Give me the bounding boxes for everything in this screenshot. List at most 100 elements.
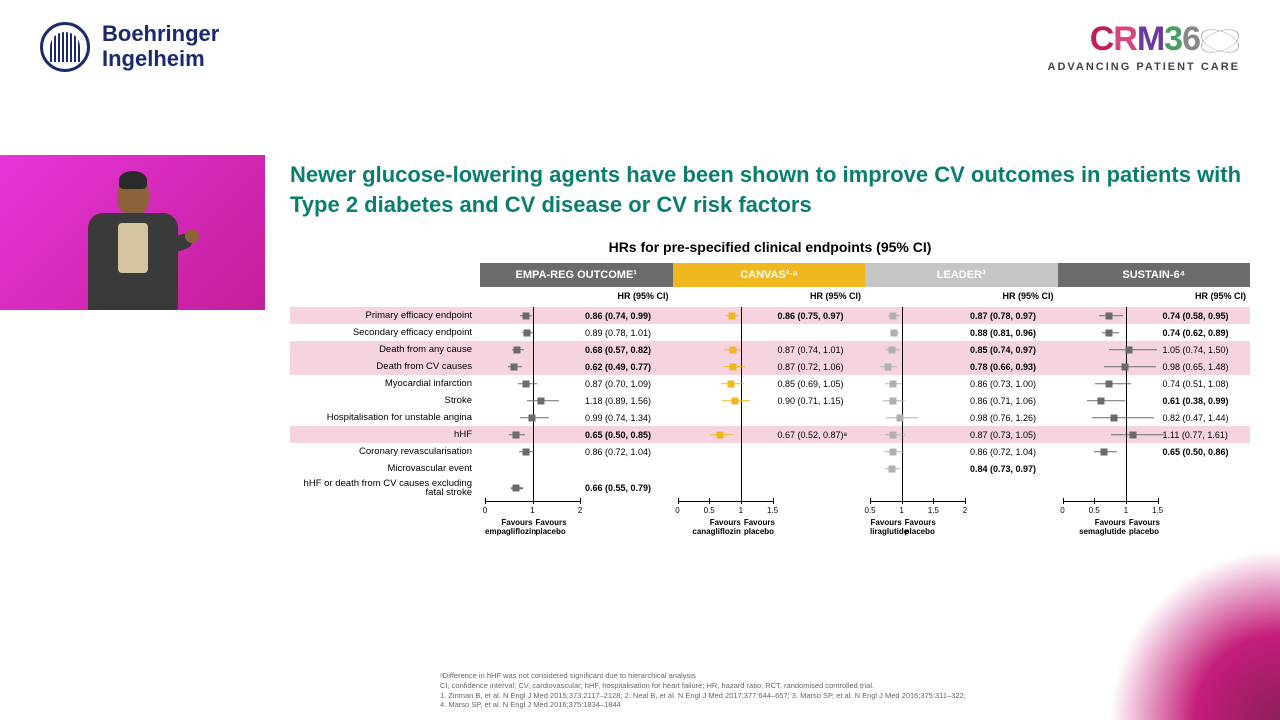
forest-row: 1.05 (0.74, 1.50): [1058, 341, 1251, 358]
forest-row: 0.89 (0.78, 1.01): [480, 324, 673, 341]
row-label: Death from CV causes: [290, 358, 480, 375]
forest-row: [673, 460, 866, 477]
hr-value: 0.67 (0.52, 0.87)ᵃ: [778, 430, 864, 440]
forest-row: [673, 477, 866, 499]
forest-row: [673, 409, 866, 426]
row-label: hHF or death from CV causes excluding fa…: [290, 477, 480, 499]
logo-icon: [40, 22, 90, 72]
header: Boehringer Ingelheim CRM36 ADVANCING PAT…: [0, 0, 1280, 83]
forest-row: 0.87 (0.78, 0.97): [865, 307, 1058, 324]
hr-column-label: HR (95% CI): [673, 291, 866, 307]
hr-value: 0.99 (0.74, 1.34): [585, 413, 671, 423]
hr-value: 1.05 (0.74, 1.50): [1163, 345, 1249, 355]
forest-plot: Primary efficacy endpointSecondary effic…: [290, 263, 1250, 551]
hr-column-label: HR (95% CI): [865, 291, 1058, 307]
row-label: Secondary efficacy endpoint: [290, 324, 480, 341]
trial-header: CANVAS²·ᵃ: [673, 263, 866, 287]
hr-value: 0.86 (0.71, 1.06): [970, 396, 1056, 406]
forest-row: 0.90 (0.71, 1.15): [673, 392, 866, 409]
hr-value: 0.86 (0.74, 0.99): [585, 311, 671, 321]
hr-value: 0.85 (0.74, 0.97): [970, 345, 1056, 355]
hr-value: 0.65 (0.50, 0.85): [585, 430, 671, 440]
trial-header: SUSTAIN-6⁴: [1058, 263, 1251, 287]
forest-row: 0.87 (0.73, 1.05): [865, 426, 1058, 443]
hr-value: 0.74 (0.58, 0.95): [1163, 311, 1249, 321]
forest-row: 0.98 (0.76, 1.26): [865, 409, 1058, 426]
hr-value: 0.84 (0.73, 0.97): [970, 464, 1056, 474]
forest-row: 0.78 (0.66, 0.93): [865, 358, 1058, 375]
hr-value: 0.74 (0.62, 0.89): [1163, 328, 1249, 338]
trial-header: LEADER³: [865, 263, 1058, 287]
forest-row: 0.87 (0.74, 1.01): [673, 341, 866, 358]
hr-value: 0.87 (0.73, 1.05): [970, 430, 1056, 440]
hr-value: 0.98 (0.76, 1.26): [970, 413, 1056, 423]
hr-value: 0.61 (0.38, 0.99): [1163, 396, 1249, 406]
forest-row: 1.11 (0.77, 1.61): [1058, 426, 1251, 443]
row-label: Death from any cause: [290, 341, 480, 358]
row-label: hHF: [290, 426, 480, 443]
hr-column-label: HR (95% CI): [1058, 291, 1251, 307]
forest-row: 0.86 (0.72, 1.04): [480, 443, 673, 460]
hr-column-label: HR (95% CI): [480, 291, 673, 307]
slide-title: Newer glucose-lowering agents have been …: [290, 160, 1250, 219]
forest-row: 0.99 (0.74, 1.34): [480, 409, 673, 426]
hr-value: 0.87 (0.74, 1.01): [778, 345, 864, 355]
forest-row: 0.98 (0.65, 1.48): [1058, 358, 1251, 375]
forest-row: [1058, 477, 1251, 499]
row-label: Microvascular event: [290, 460, 480, 477]
hr-value: 0.78 (0.66, 0.93): [970, 362, 1056, 372]
row-label: Hospitalisation for unstable angina: [290, 409, 480, 426]
forest-row: 0.85 (0.74, 0.97): [865, 341, 1058, 358]
forest-row: 0.65 (0.50, 0.85): [480, 426, 673, 443]
forest-row: 0.67 (0.52, 0.87)ᵃ: [673, 426, 866, 443]
chart-title: HRs for pre-specified clinical endpoints…: [290, 239, 1250, 255]
forest-row: 0.87 (0.72, 1.06): [673, 358, 866, 375]
hr-value: 0.82 (0.47, 1.44): [1163, 413, 1249, 423]
row-label: Primary efficacy endpoint: [290, 307, 480, 324]
forest-row: 0.62 (0.49, 0.77): [480, 358, 673, 375]
forest-row: [865, 477, 1058, 499]
forest-row: 0.61 (0.38, 0.99): [1058, 392, 1251, 409]
forest-row: [673, 324, 866, 341]
forest-row: 0.66 (0.55, 0.79): [480, 477, 673, 499]
footnotes: ᵃDifference in hHF was not considered si…: [440, 671, 1220, 710]
speaker-video: [0, 155, 265, 310]
forest-row: 0.82 (0.47, 1.44): [1058, 409, 1251, 426]
forest-row: 0.86 (0.75, 0.97): [673, 307, 866, 324]
forest-row: 0.74 (0.62, 0.89): [1058, 324, 1251, 341]
hr-value: 0.62 (0.49, 0.77): [585, 362, 671, 372]
forest-row: 0.86 (0.72, 1.04): [865, 443, 1058, 460]
forest-row: 0.65 (0.50, 0.86): [1058, 443, 1251, 460]
hr-value: 1.18 (0.89, 1.56): [585, 396, 671, 406]
hr-value: 1.11 (0.77, 1.61): [1163, 430, 1249, 440]
row-label: Coronary revascularisation: [290, 443, 480, 460]
forest-row: 0.87 (0.70, 1.09): [480, 375, 673, 392]
hr-value: 0.87 (0.78, 0.97): [970, 311, 1056, 321]
hr-value: 0.68 (0.57, 0.82): [585, 345, 671, 355]
hr-value: 0.98 (0.65, 1.48): [1163, 362, 1249, 372]
forest-row: 0.86 (0.71, 1.06): [865, 392, 1058, 409]
forest-row: [1058, 460, 1251, 477]
crm360-logo: CRM36 ADVANCING PATIENT CARE: [1048, 20, 1241, 73]
row-label: Myocardial infarction: [290, 375, 480, 392]
hr-value: 0.86 (0.73, 1.00): [970, 379, 1056, 389]
forest-row: 0.74 (0.58, 0.95): [1058, 307, 1251, 324]
forest-row: 0.86 (0.74, 0.99): [480, 307, 673, 324]
boehringer-logo: Boehringer Ingelheim: [40, 22, 219, 72]
hr-value: 0.86 (0.75, 0.97): [778, 311, 864, 321]
trial-header: EMPA-REG OUTCOME¹: [480, 263, 673, 287]
hr-value: 0.86 (0.72, 1.04): [970, 447, 1056, 457]
logo-line1: Boehringer: [102, 22, 219, 46]
hr-value: 0.87 (0.70, 1.09): [585, 379, 671, 389]
slide-content: Newer glucose-lowering agents have been …: [290, 160, 1250, 551]
forest-row: 0.84 (0.73, 0.97): [865, 460, 1058, 477]
forest-row: [673, 443, 866, 460]
forest-row: 1.18 (0.89, 1.56): [480, 392, 673, 409]
forest-row: 0.68 (0.57, 0.82): [480, 341, 673, 358]
hr-value: 0.85 (0.69, 1.05): [778, 379, 864, 389]
forest-row: 0.85 (0.69, 1.05): [673, 375, 866, 392]
tagline: ADVANCING PATIENT CARE: [1048, 61, 1241, 73]
hr-value: 0.86 (0.72, 1.04): [585, 447, 671, 457]
logo-line2: Ingelheim: [102, 47, 219, 71]
hr-value: 0.89 (0.78, 1.01): [585, 328, 671, 338]
